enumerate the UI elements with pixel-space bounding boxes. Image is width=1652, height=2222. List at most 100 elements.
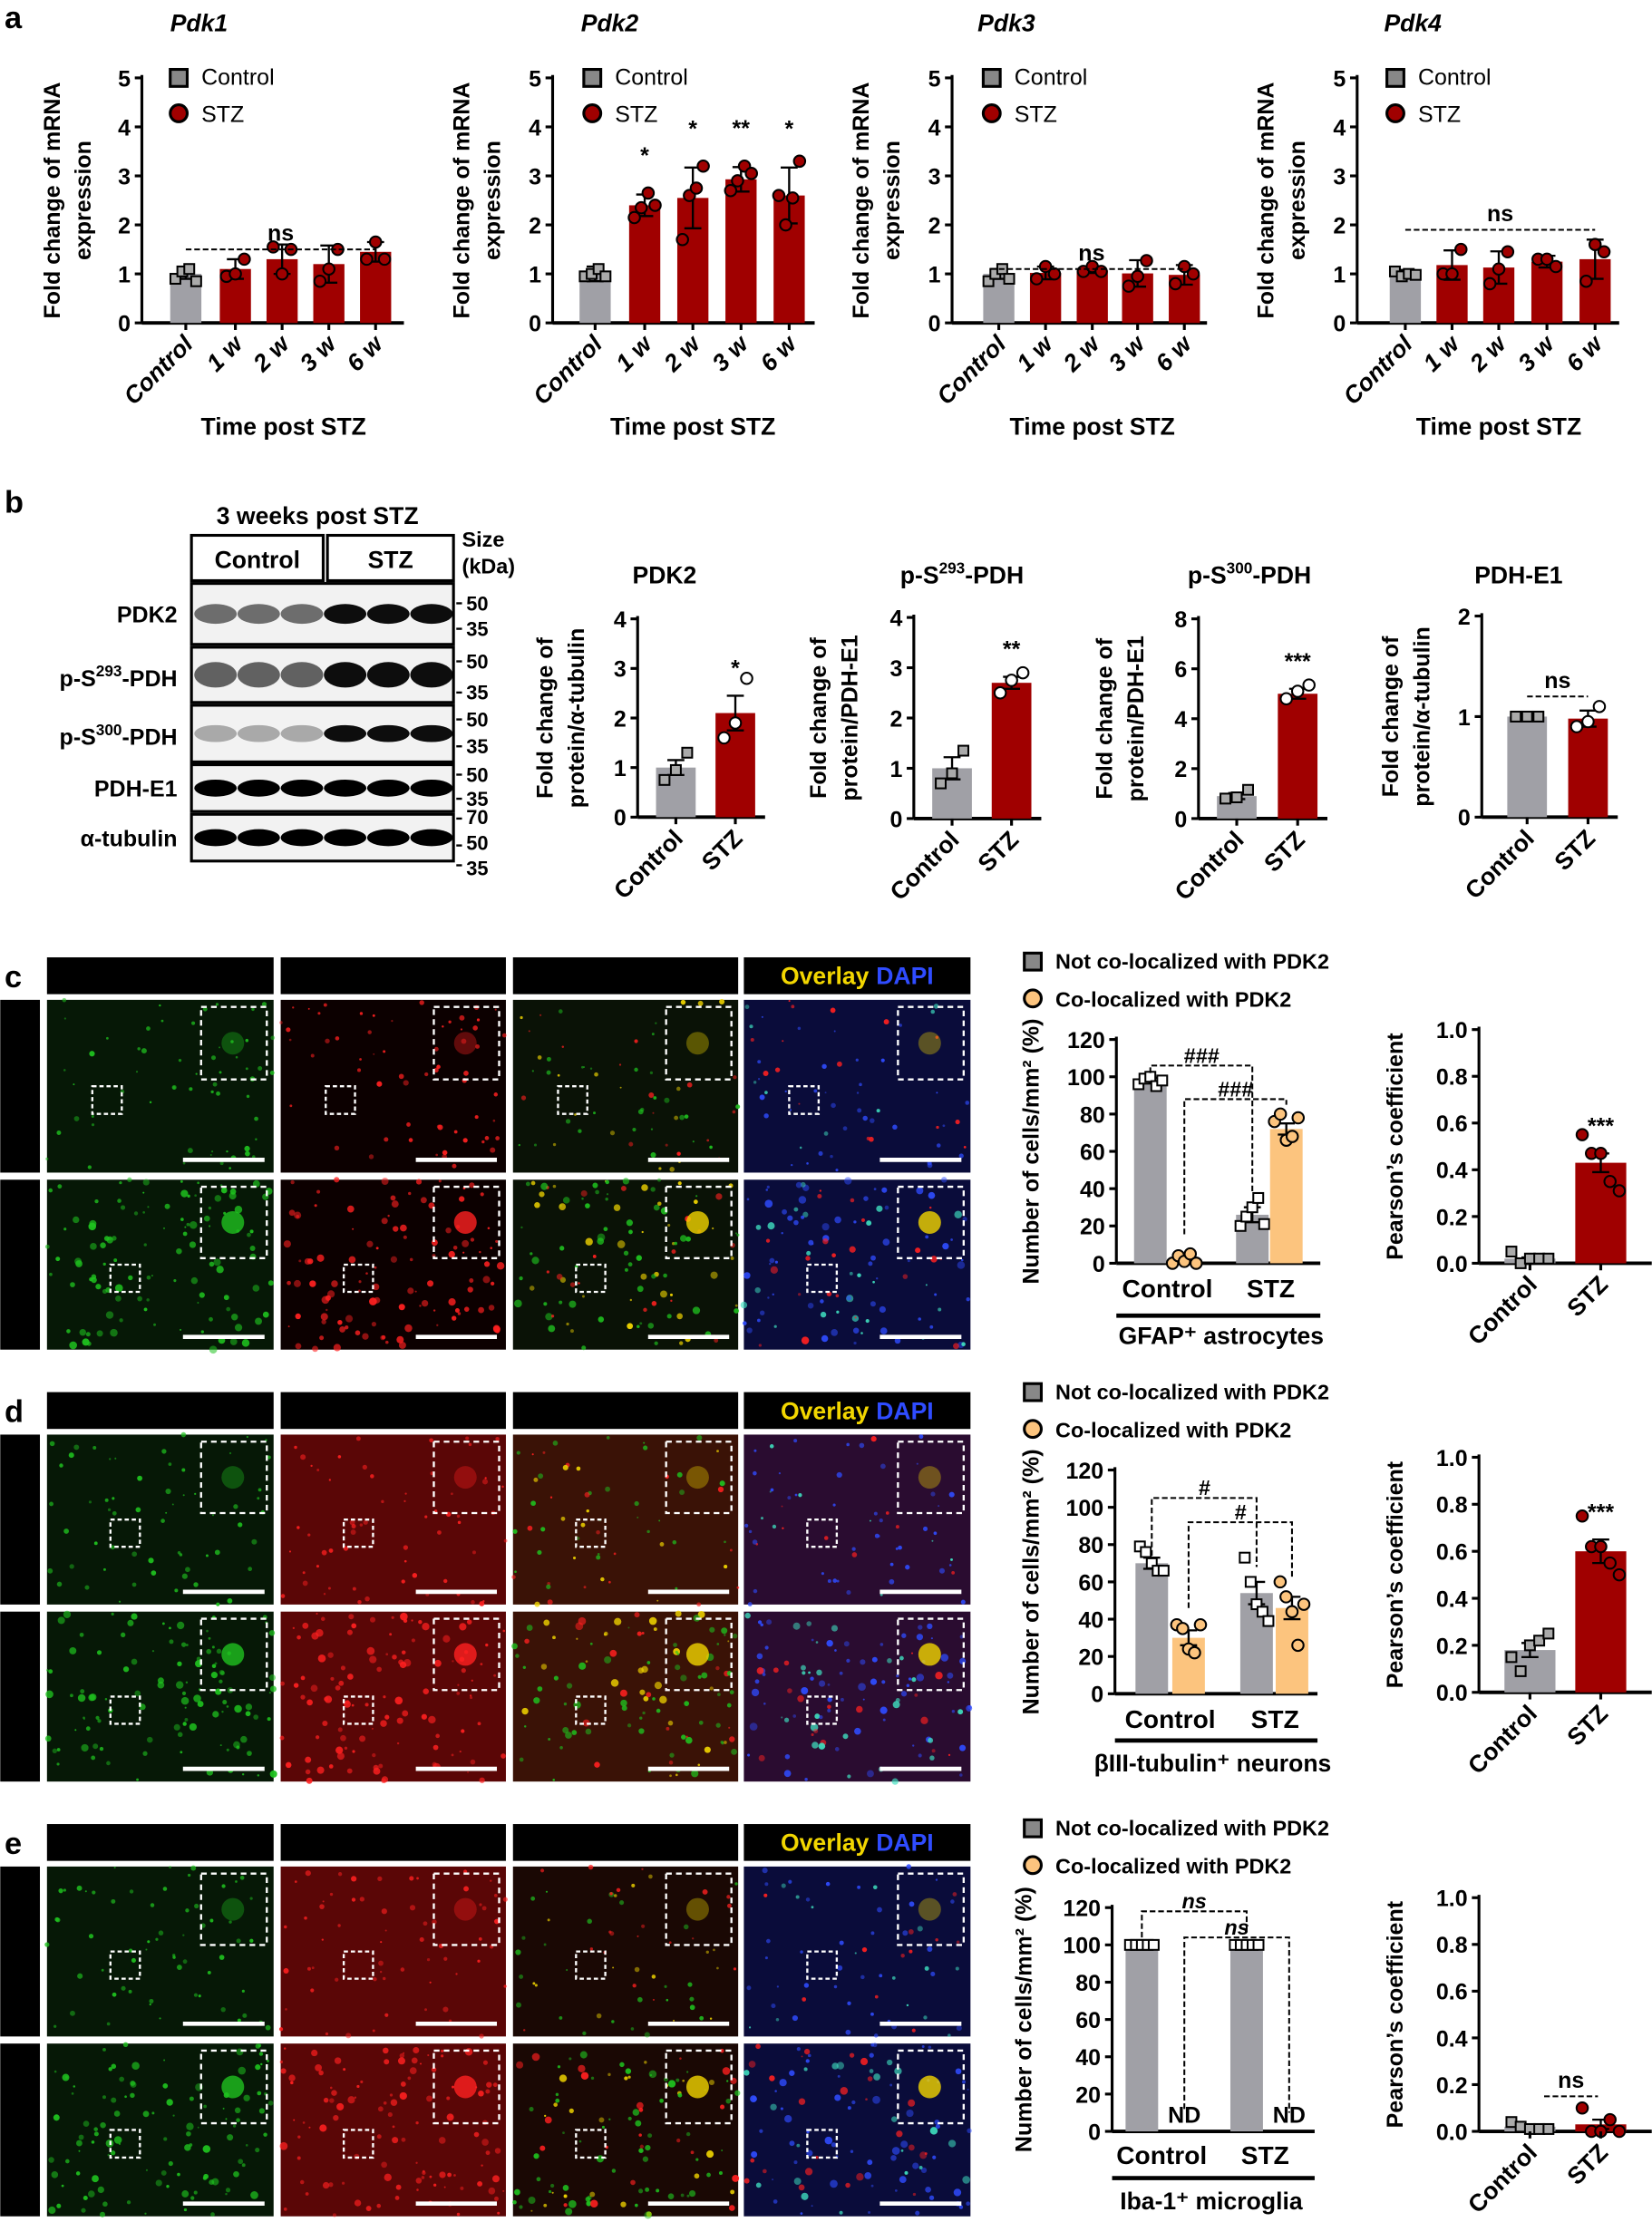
cell-signal xyxy=(322,1720,328,1727)
cell-signal xyxy=(169,1639,174,1645)
cell-signal xyxy=(293,2119,296,2121)
cell-signal xyxy=(358,1280,362,1284)
bar xyxy=(1229,1945,1263,2132)
cell-signal xyxy=(438,1179,442,1183)
cell-signal xyxy=(193,1694,201,1703)
cell-signal xyxy=(966,1297,970,1302)
cell-signal xyxy=(157,1677,164,1684)
cell-signal xyxy=(470,1759,476,1765)
y-axis-label: Pearson’s coefficient xyxy=(1383,1900,1408,2128)
cell-signal xyxy=(842,1733,849,1740)
cell-signal xyxy=(915,2210,920,2216)
panel-label-c: c xyxy=(5,960,22,995)
cell-signal xyxy=(759,1310,765,1315)
data-point xyxy=(1588,238,1602,251)
cell-signal xyxy=(555,2098,560,2103)
cell-signal xyxy=(238,2066,247,2075)
blot-band xyxy=(237,829,280,847)
cell-signal xyxy=(644,2032,650,2038)
blot-group-label: Control xyxy=(215,546,300,573)
cell-signal xyxy=(53,2024,57,2028)
cell-signal xyxy=(576,1637,578,1640)
x-tick-label: 3 w xyxy=(706,329,754,377)
x-tick-label: 2 w xyxy=(1463,329,1512,378)
cell-signal xyxy=(532,1982,536,1985)
cell-signal xyxy=(221,1711,224,1713)
cell-signal xyxy=(854,1316,857,1319)
cell-signal xyxy=(628,1229,633,1235)
cell-signal xyxy=(646,1529,650,1534)
cell-signal xyxy=(951,1710,956,1713)
cell-signal xyxy=(401,1579,405,1584)
panel-label-d: d xyxy=(5,1394,24,1429)
cell-signal xyxy=(645,2187,650,2192)
region-of-interest-box xyxy=(806,1695,839,1725)
cell-signal xyxy=(780,2107,783,2110)
cell-signal xyxy=(726,1895,731,1899)
cell-signal xyxy=(189,1241,197,1248)
cell-signal xyxy=(92,1743,99,1750)
cell-signal xyxy=(182,1494,185,1497)
inset-cell xyxy=(918,1643,941,1666)
cell-signal xyxy=(381,1908,387,1915)
cell-signal xyxy=(901,1633,907,1638)
cell-signal xyxy=(601,2125,606,2129)
cell-signal xyxy=(370,1474,374,1479)
cell-signal xyxy=(652,1111,655,1114)
cell-signal xyxy=(49,1272,53,1276)
cell-signal xyxy=(195,1072,198,1075)
data-point xyxy=(935,777,947,790)
cell-signal xyxy=(889,1578,895,1585)
cell-signal xyxy=(947,1681,950,1683)
cell-signal xyxy=(113,2136,122,2144)
cell-signal xyxy=(756,1653,763,1660)
cell-signal xyxy=(558,1009,563,1014)
cell-signal xyxy=(151,1275,153,1277)
cell-signal xyxy=(797,1026,802,1031)
cell-signal xyxy=(394,1696,403,1705)
cell-signal xyxy=(831,1102,836,1109)
cell-signal xyxy=(202,2145,211,2153)
inset-box xyxy=(665,1872,733,1946)
cell-signal xyxy=(321,1938,324,1941)
cell-signal xyxy=(279,1021,283,1024)
cell-signal xyxy=(145,2169,149,2171)
cell-signal xyxy=(338,1680,345,1686)
cell-signal xyxy=(482,2060,489,2065)
cell-signal xyxy=(249,1897,253,1900)
cell-signal xyxy=(228,1920,232,1924)
cell-signal xyxy=(429,1438,433,1443)
cell-signal xyxy=(919,2151,928,2159)
cell-signal xyxy=(936,1143,941,1148)
cell-signal xyxy=(378,1960,384,1966)
y-axis-label: Pearson’s coefficient xyxy=(1383,1033,1408,1260)
cell-signal xyxy=(409,1905,416,1911)
cell-signal xyxy=(208,1636,211,1640)
cell-signal xyxy=(529,1286,535,1291)
cell-signal xyxy=(279,2060,283,2064)
cell-signal xyxy=(539,1191,545,1198)
cell-signal xyxy=(641,1665,648,1674)
cell-signal xyxy=(618,1063,622,1066)
cell-signal xyxy=(226,1150,228,1153)
cell-signal xyxy=(328,1764,334,1769)
cell-signal xyxy=(78,2149,81,2152)
data-point xyxy=(1156,1074,1169,1087)
cell-signal xyxy=(916,1674,925,1682)
cell-signal xyxy=(495,1239,499,1243)
cell-signal xyxy=(594,1072,598,1077)
cell-signal xyxy=(596,1530,600,1535)
blot-band xyxy=(366,724,410,742)
bar xyxy=(991,683,1032,819)
cell-signal xyxy=(452,2085,454,2089)
cell-signal xyxy=(784,2115,792,2123)
cell-signal xyxy=(131,1582,137,1587)
blot-band xyxy=(366,662,410,688)
cell-signal xyxy=(917,1926,923,1932)
region-of-interest-box xyxy=(109,2129,141,2159)
cell-signal xyxy=(92,1890,96,1895)
